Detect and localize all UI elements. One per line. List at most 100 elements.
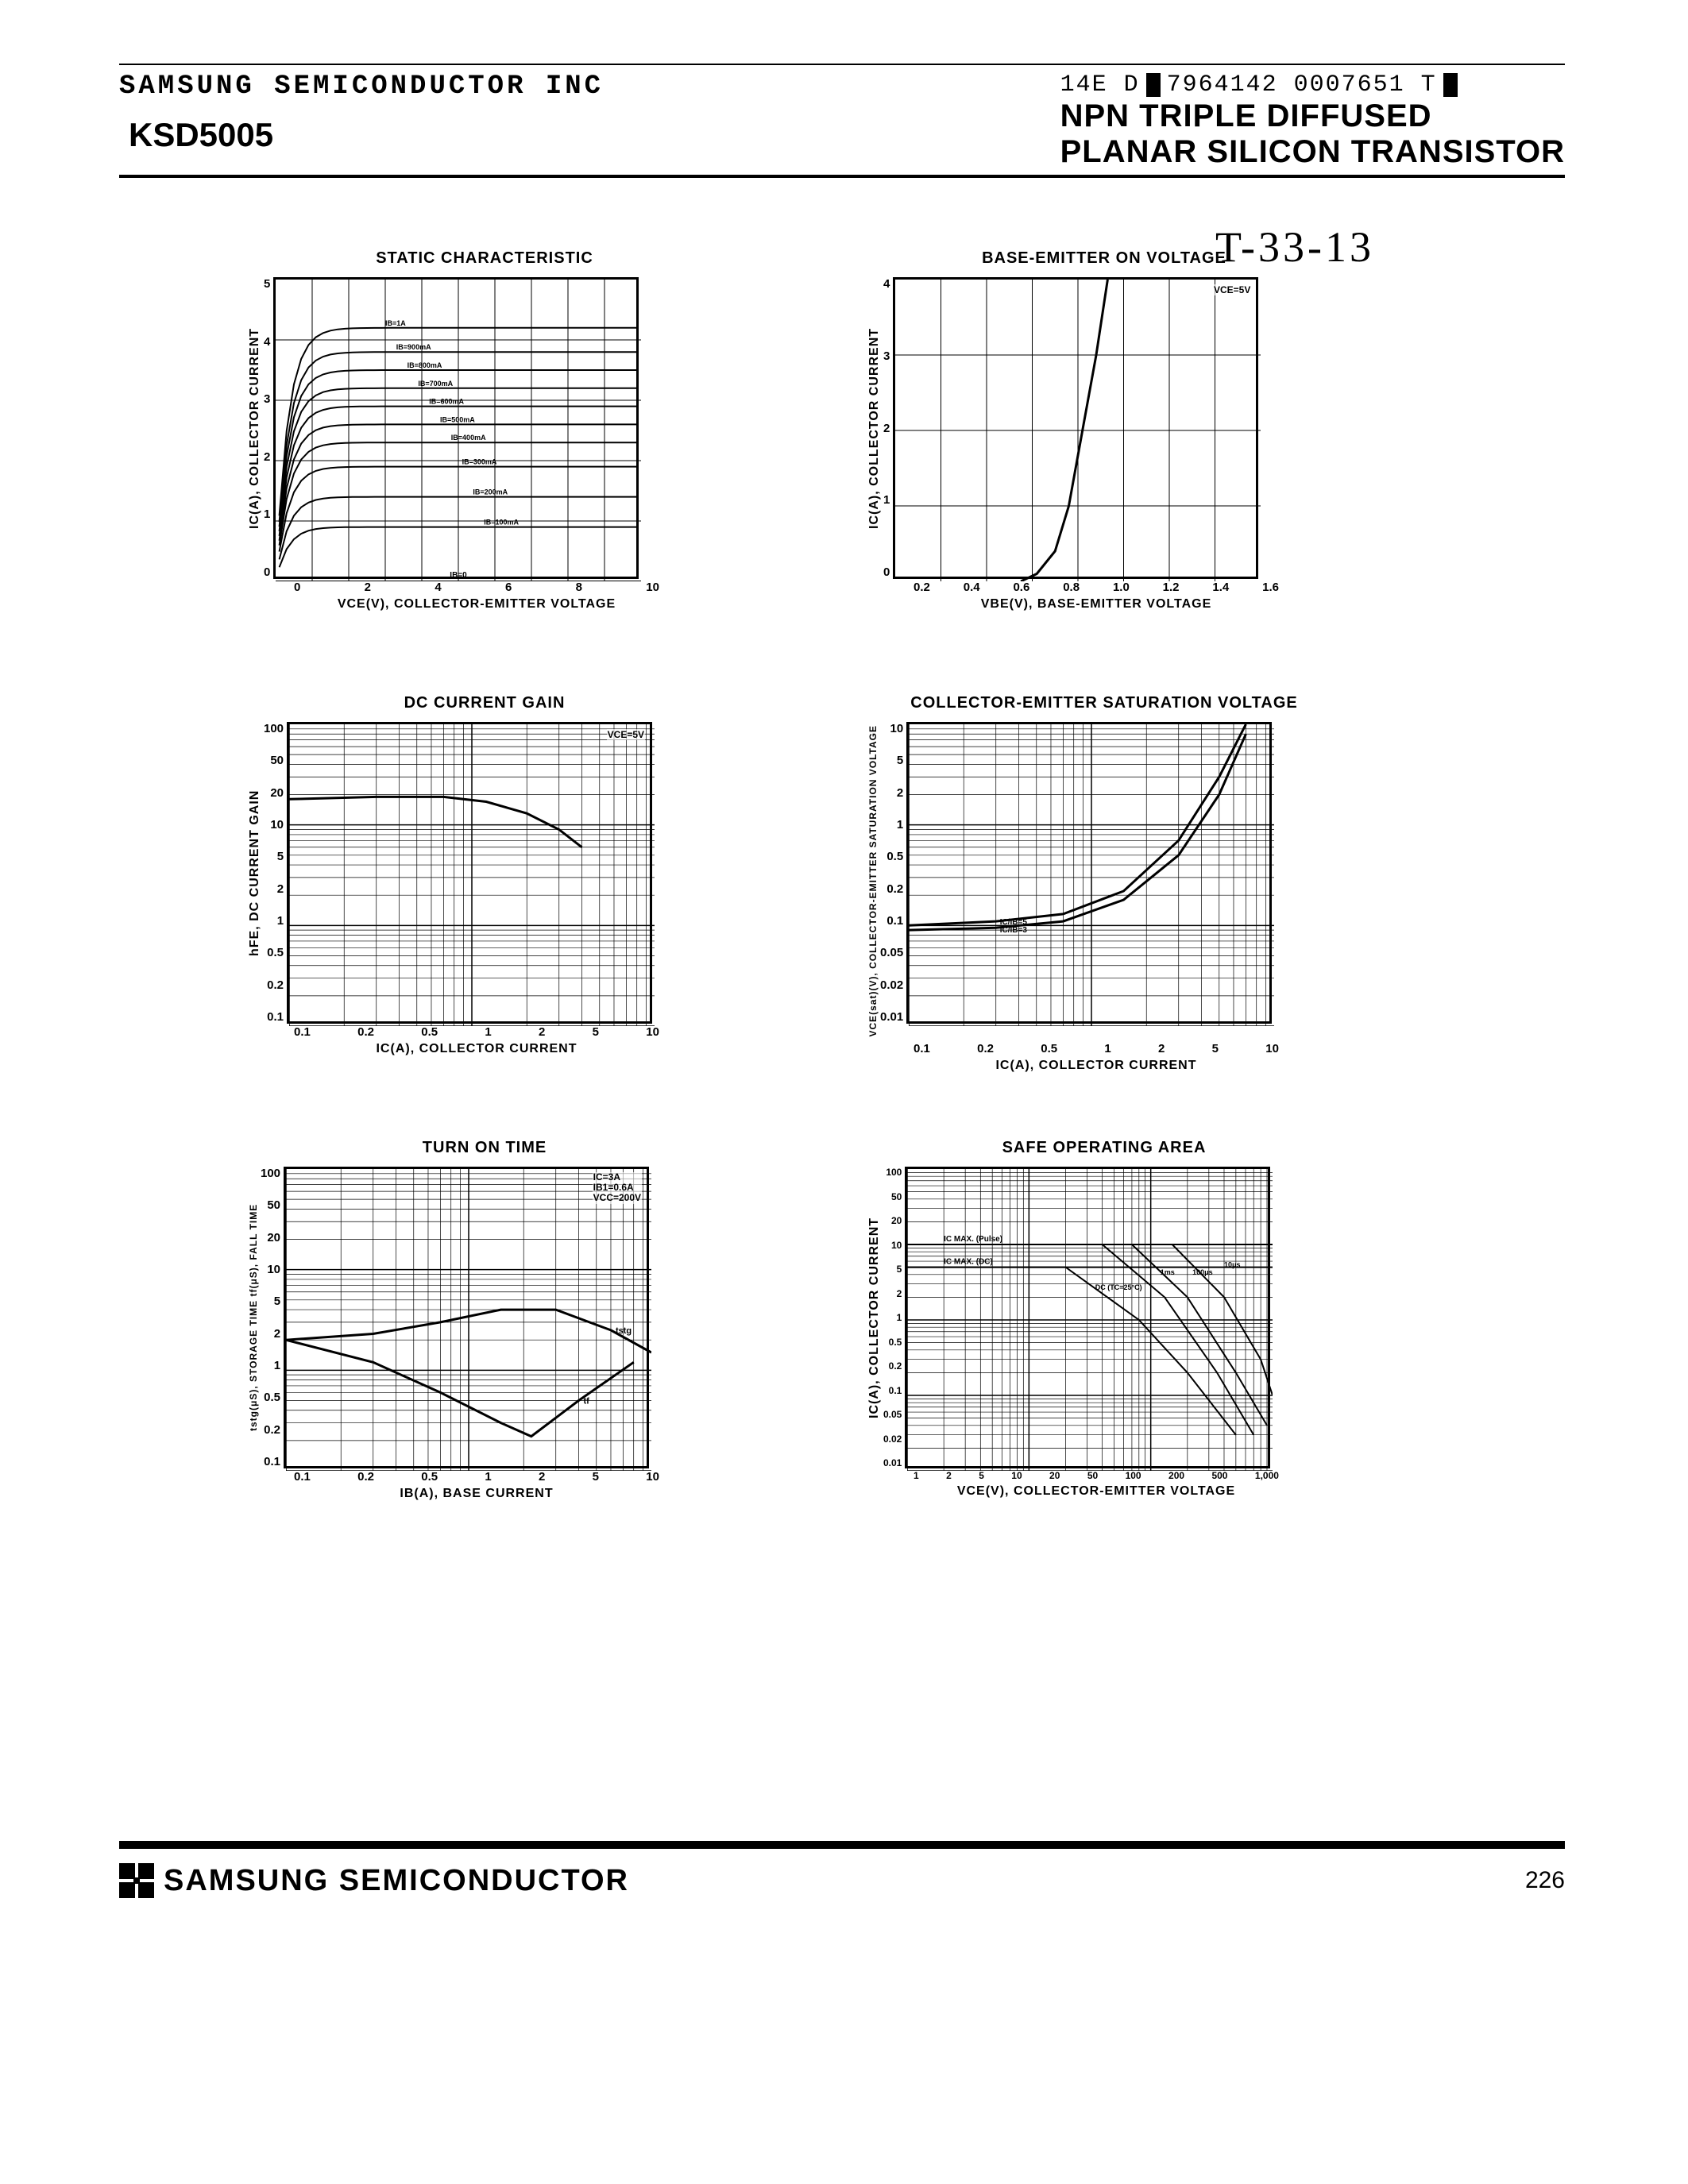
y-ticks: 1005020105210.50.20.1 xyxy=(264,722,287,1024)
header: SAMSUNG SEMICONDUCTOR INC KSD5005 14E D … xyxy=(119,71,1565,170)
company-name: SAMSUNG SEMICONDUCTOR INC xyxy=(119,71,604,102)
x-axis-label: VCE(V), COLLECTOR-EMITTER VOLTAGE xyxy=(914,1484,1279,1499)
chart-title: DC CURRENT GAIN xyxy=(246,694,723,712)
svg-text:DC (TC=25°C): DC (TC=25°C) xyxy=(1095,1283,1142,1291)
chart-vbe: BASE-EMITTER ON VOLTAGE IC(A), COLLECTOR… xyxy=(866,249,1342,662)
header-rule xyxy=(119,175,1565,178)
header-right: 14E D 7964142 0007651 T NPN TRIPLE DIFFU… xyxy=(1060,71,1565,170)
svg-text:IB=700mA: IB=700mA xyxy=(419,380,454,388)
footer-brand: SAMSUNG SEMICONDUCTOR xyxy=(119,1863,629,1898)
chart-svg: IC/IB=5IC/IB=3 xyxy=(909,724,1274,1026)
y-axis-label: tstg(μS), STORAGE TIME tf(μS), FALL TIME xyxy=(246,1167,261,1468)
part-number: KSD5005 xyxy=(129,116,604,154)
chart-title: STATIC CHARACTERISTIC xyxy=(246,249,723,268)
plot-area: IC(A), COLLECTOR CURRENT 43210 VCE=5V xyxy=(866,277,1342,579)
svg-text:IC MAX. (Pulse): IC MAX. (Pulse) xyxy=(944,1235,1003,1244)
y-axis-label: IC(A), COLLECTOR CURRENT xyxy=(866,1167,883,1468)
samsung-logo-icon xyxy=(119,1863,154,1898)
plot-box: IB=1A IB=900mA IB=800mA IB=700mA IB=600mA IB=… xyxy=(273,277,639,579)
top-rule xyxy=(119,64,1565,65)
svg-text:IB=800mA: IB=800mA xyxy=(408,361,442,369)
x-ticks: 0246810 xyxy=(294,581,659,594)
plot-area: VCE(sat)(V), COLLECTOR-EMITTER SATURATIO… xyxy=(866,722,1342,1040)
x-ticks: 0.10.20.512510 xyxy=(294,1025,659,1039)
document-id: 14E D 7964142 0007651 T xyxy=(1060,71,1565,98)
y-axis-label: hFE, DC CURRENT GAIN xyxy=(246,722,264,1024)
cond-line: VCC=200V xyxy=(593,1193,641,1203)
svg-text:IC MAX. (DC): IC MAX. (DC) xyxy=(944,1258,994,1267)
black-box-icon xyxy=(1443,73,1458,97)
chart-dc-gain: DC CURRENT GAIN hFE, DC CURRENT GAIN 100… xyxy=(246,694,723,1107)
header-left: SAMSUNG SEMICONDUCTOR INC KSD5005 xyxy=(119,71,604,154)
y-ticks: 543210 xyxy=(264,277,273,579)
svg-text:10μs: 10μs xyxy=(1224,1261,1241,1269)
svg-text:IB=0: IB=0 xyxy=(450,571,468,580)
plot-area: IC(A), COLLECTOR CURRENT 543210 IB=1AIB=… xyxy=(246,277,723,579)
chart-turn-on-time: TURN ON TIME tstg(μS), STORAGE TIME tf(μ… xyxy=(246,1139,723,1552)
x-axis-label: IC(A), COLLECTOR CURRENT xyxy=(914,1059,1279,1073)
chart-title: BASE-EMITTER ON VOLTAGE xyxy=(866,249,1342,268)
x-ticks: 0.10.20.512510 xyxy=(914,1042,1279,1055)
footer-rule xyxy=(119,1841,1565,1849)
svg-text:IB=200mA: IB=200mA xyxy=(473,488,508,496)
chart-svg xyxy=(895,280,1261,581)
x-axis-label: VBE(V), BASE-EMITTER VOLTAGE xyxy=(914,597,1279,612)
chart-title: SAFE OPERATING AREA xyxy=(866,1139,1342,1157)
svg-text:IB=600mA: IB=600mA xyxy=(430,398,465,406)
plot-box: IC MAX. (Pulse) IC MAX. (DC) DC (TC=25°C) 1… xyxy=(905,1167,1270,1468)
device-type-line2: PLANAR SILICON TRANSISTOR xyxy=(1060,134,1565,170)
svg-text:IB=500mA: IB=500mA xyxy=(440,415,475,423)
docid-pre: 14E D xyxy=(1060,71,1140,98)
y-ticks: 43210 xyxy=(883,277,893,579)
y-ticks: 1005020105210.50.20.1 xyxy=(261,1167,284,1468)
chart-soa: SAFE OPERATING AREA IC(A), COLLECTOR CUR… xyxy=(866,1139,1342,1552)
x-axis-label: IC(A), COLLECTOR CURRENT xyxy=(294,1042,659,1056)
svg-text:IB=1A: IB=1A xyxy=(385,319,406,327)
x-ticks: 0.20.40.60.81.01.21.41.6 xyxy=(914,581,1279,594)
x-axis-label: VCE(V), COLLECTOR-EMITTER VOLTAGE xyxy=(294,597,659,612)
x-ticks: 1251020501002005001,000 xyxy=(914,1470,1279,1481)
device-type-line1: NPN TRIPLE DIFFUSED xyxy=(1060,98,1565,134)
y-ticks: 105210.50.20.10.050.020.01 xyxy=(880,722,906,1024)
svg-text:1ms: 1ms xyxy=(1161,1268,1175,1276)
y-axis-label: IC(A), COLLECTOR CURRENT xyxy=(866,277,883,579)
plot-area: hFE, DC CURRENT GAIN 1005020105210.50.20… xyxy=(246,722,723,1024)
condition-label: VCE=5V xyxy=(1213,284,1251,295)
plot-box: tstg tf IC=3A IB1=0.6A VCC=200V xyxy=(284,1167,649,1468)
chart-svg xyxy=(289,724,655,1026)
plot-area: IC(A), COLLECTOR CURRENT 1005020105210.5… xyxy=(866,1167,1342,1468)
plot-area: tstg(μS), STORAGE TIME tf(μS), FALL TIME… xyxy=(246,1167,723,1468)
svg-text:tstg: tstg xyxy=(616,1326,632,1336)
chart-title: TURN ON TIME xyxy=(246,1139,723,1157)
plot-box: VCE=5V xyxy=(287,722,652,1024)
docid-mid: 7964142 0007651 T xyxy=(1167,71,1437,98)
chart-svg: IB=1A IB=900mA IB=800mA IB=700mA IB=600mA IB=… xyxy=(276,280,641,581)
chart-svg: tstg tf xyxy=(286,1169,651,1471)
y-axis-label: VCE(sat)(V), COLLECTOR-EMITTER SATURATIO… xyxy=(866,722,880,1040)
svg-text:IB=900mA: IB=900mA xyxy=(396,343,431,351)
chart-vcesat: COLLECTOR-EMITTER SATURATION VOLTAGE VCE… xyxy=(866,694,1342,1107)
plot-box: VCE=5V xyxy=(893,277,1258,579)
charts-grid: STATIC CHARACTERISTIC IC(A), COLLECTOR C… xyxy=(246,249,1565,1552)
datasheet-page: SAMSUNG SEMICONDUCTOR INC KSD5005 14E D … xyxy=(119,64,1565,1552)
black-box-icon xyxy=(1146,73,1161,97)
plot-box: IC/IB=5IC/IB=3 xyxy=(906,722,1272,1024)
page-number: 226 xyxy=(1525,1867,1565,1894)
chart-title: COLLECTOR-EMITTER SATURATION VOLTAGE xyxy=(866,694,1342,712)
svg-text:tf: tf xyxy=(584,1396,590,1406)
footer-row: SAMSUNG SEMICONDUCTOR 226 xyxy=(119,1863,1565,1898)
y-ticks: 1005020105210.50.20.10.050.020.01 xyxy=(883,1167,905,1468)
chart-svg: IC MAX. (Pulse) IC MAX. (DC) DC (TC=25°C) 1… xyxy=(907,1169,1273,1471)
condition-label: VCE=5V xyxy=(607,729,645,740)
x-ticks: 0.10.20.512510 xyxy=(294,1470,659,1484)
svg-text:IB=300mA: IB=300mA xyxy=(462,458,497,466)
svg-text:IB=100mA: IB=100mA xyxy=(485,519,520,527)
x-axis-label: IB(A), BASE CURRENT xyxy=(294,1487,659,1501)
svg-text:100μs: 100μs xyxy=(1193,1268,1214,1276)
footer-brand-text: SAMSUNG SEMICONDUCTOR xyxy=(164,1864,629,1898)
svg-text:IB=400mA: IB=400mA xyxy=(451,434,486,442)
condition-label: IC=3A IB1=0.6A VCC=200V xyxy=(593,1172,642,1204)
page-footer: SAMSUNG SEMICONDUCTOR 226 xyxy=(119,1841,1565,1898)
chart-static-characteristic: STATIC CHARACTERISTIC IC(A), COLLECTOR C… xyxy=(246,249,723,662)
svg-text:IC/IB=3: IC/IB=3 xyxy=(1000,926,1028,935)
